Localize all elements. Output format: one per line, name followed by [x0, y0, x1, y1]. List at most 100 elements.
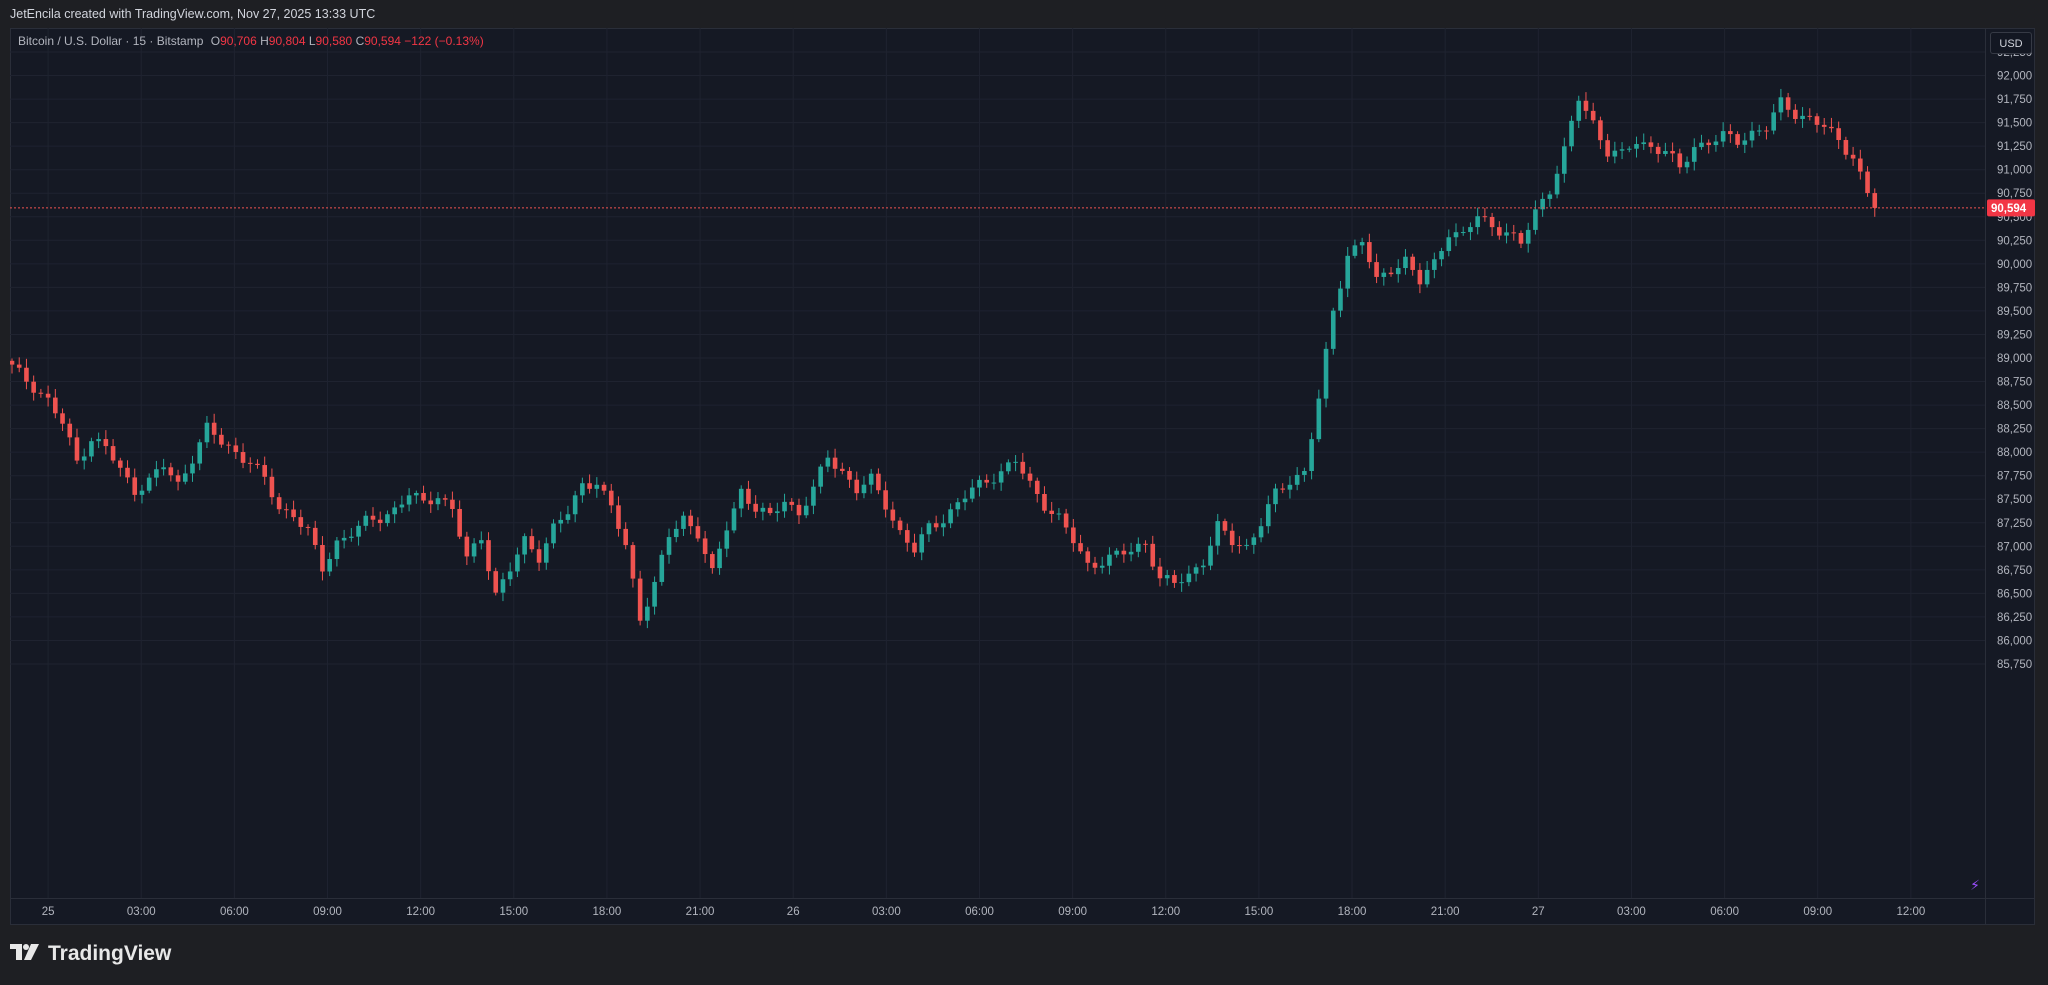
candle-body	[1417, 269, 1423, 285]
candle-body	[31, 381, 36, 393]
candle-body	[219, 434, 224, 445]
candle-body	[587, 483, 592, 489]
candle-body	[1735, 134, 1740, 145]
time-tick-label: 25	[42, 906, 55, 918]
candle-body	[1063, 513, 1069, 528]
candle-body	[1677, 153, 1683, 168]
currency-button[interactable]: USD	[1990, 32, 2032, 54]
candle-body	[1294, 474, 1300, 485]
tradingview-logo[interactable]: TradingView	[10, 942, 171, 966]
candle-body	[796, 504, 802, 516]
candle-body	[1403, 256, 1408, 269]
candle-body	[1330, 310, 1336, 349]
candle-body	[1338, 288, 1343, 311]
time-tick-label: 06:00	[220, 906, 249, 918]
candle-body	[74, 437, 80, 461]
candle-body	[96, 439, 101, 442]
candle-body	[1785, 97, 1791, 110]
candle-body	[998, 471, 1004, 483]
candle-body	[161, 467, 166, 470]
candle-body	[486, 540, 491, 572]
candle-body	[1049, 510, 1054, 515]
candle-body	[1778, 97, 1784, 113]
candle-body	[182, 473, 188, 482]
candle-body	[825, 457, 831, 467]
candle-body	[1150, 543, 1156, 567]
candle-body	[832, 457, 838, 469]
candle-body	[868, 473, 874, 485]
candle-body	[897, 520, 903, 531]
candle-body	[1663, 151, 1668, 154]
candle-body	[471, 543, 477, 557]
candle-body	[695, 526, 701, 539]
candles-group	[10, 88, 1878, 629]
price-tick-label: 88,500	[1997, 400, 2032, 412]
candle-body	[1800, 115, 1805, 119]
candle-body	[1359, 242, 1365, 246]
candle-body	[1179, 582, 1184, 584]
candle-body	[1670, 151, 1675, 154]
candle-body	[1432, 259, 1437, 270]
candle-body	[421, 492, 426, 501]
candle-body	[1865, 171, 1870, 194]
candle-body	[110, 446, 116, 461]
price-tick-label: 90,250	[1997, 235, 2032, 247]
lightning-icon[interactable]: ⚡	[1970, 877, 1980, 893]
candle-body	[933, 523, 939, 528]
candle-body	[1309, 439, 1314, 472]
candle-body	[1381, 272, 1387, 277]
candle-body	[168, 467, 174, 476]
open-label: O	[210, 34, 221, 48]
time-tick-label: 26	[787, 906, 800, 918]
candle-body	[919, 534, 925, 553]
candle-body	[645, 606, 650, 621]
tradingview-logo-icon	[10, 942, 40, 966]
candle-body	[1027, 473, 1033, 481]
candle-body	[1554, 173, 1560, 195]
candle-body	[1764, 130, 1769, 132]
candle-body	[529, 536, 535, 550]
candle-body	[1265, 504, 1271, 527]
candle-body	[118, 460, 123, 468]
time-tick-label: 12:00	[1896, 906, 1925, 918]
candle-body	[1172, 575, 1177, 583]
candle-body	[1720, 131, 1726, 142]
last-price-tag: 90,594	[1987, 199, 2035, 217]
candle-body	[1460, 232, 1466, 234]
candle-body	[1323, 348, 1329, 399]
candle-body	[1713, 141, 1719, 146]
candle-body	[1626, 148, 1632, 150]
candle-body	[385, 514, 390, 524]
candle-body	[1244, 544, 1249, 546]
price-tick-label: 85,750	[1997, 659, 2032, 671]
price-tick-label: 86,750	[1997, 565, 2032, 577]
price-tick-label: 87,250	[1997, 518, 2032, 530]
price-tick-label: 87,750	[1997, 471, 2032, 483]
candle-body	[1749, 130, 1755, 141]
candle-body	[507, 571, 513, 580]
price-chart[interactable]: 85,750 86,000 86,250 86,500 86,750 87,000 87,2…	[10, 28, 2035, 925]
candle-body	[45, 393, 51, 398]
candle-body	[1034, 480, 1040, 494]
symbol-title: Bitcoin / U.S. Dollar · 15 · Bitstamp	[18, 34, 204, 48]
candle-body	[688, 515, 693, 527]
candle-body	[1497, 227, 1502, 236]
candle-body	[1706, 142, 1711, 146]
candle-body	[240, 452, 246, 463]
candle-body	[1836, 128, 1841, 141]
price-tick-label: 90,000	[1997, 259, 2032, 271]
candle-body	[1728, 131, 1733, 135]
candle-body	[977, 479, 982, 488]
candle-body	[543, 543, 549, 563]
time-tick-label: 21:00	[1431, 906, 1460, 918]
candle-body	[450, 499, 455, 509]
candle-body	[190, 463, 195, 474]
time-tick-label: 21:00	[686, 906, 715, 918]
candle-body	[132, 477, 138, 495]
candle-body	[1612, 150, 1618, 157]
candle-body	[724, 530, 730, 549]
price-tick-label: 91,500	[1997, 118, 2032, 130]
candle-body	[53, 397, 58, 414]
candle-body	[81, 456, 87, 461]
candle-body	[1042, 493, 1047, 511]
